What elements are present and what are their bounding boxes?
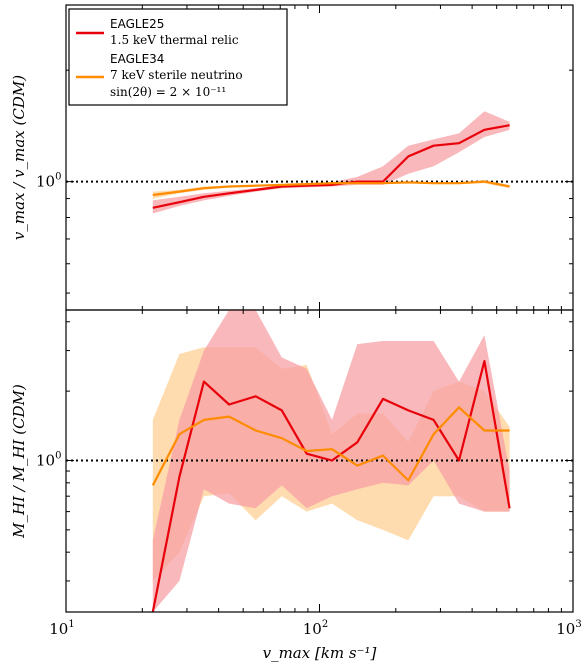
y-axis-label: M_HI / M_HI (CDM) <box>10 384 28 539</box>
plot-area <box>66 111 573 214</box>
legend: EAGLE25 1.5 keV thermal relic EAGLE34 7 keV… <box>68 8 288 106</box>
panel-top: 100 v_max / v_max (CDM) EAGLE25 1.5 keV the… <box>10 4 574 311</box>
legend-detail-eagle25: 1.5 keV thermal relic <box>110 33 239 47</box>
series-line-eagle25 <box>152 124 510 209</box>
x-tick-label: 101 <box>49 619 74 638</box>
legend-label-eagle25: EAGLE25 <box>110 17 164 31</box>
x-tick-label: 102 <box>303 619 328 638</box>
panel-bottom: 100 M_HI / M_HI (CDM) 101 102 103 v_max [km s… <box>10 309 582 662</box>
band-eagle25 <box>152 111 510 214</box>
y-axis-label: v_max / v_max (CDM) <box>10 75 28 240</box>
y-tick-label: 100 <box>36 172 61 191</box>
legend-label-eagle34: EAGLE34 <box>110 52 164 66</box>
x-tick-label: 103 <box>556 619 581 638</box>
series-line-eagle34 <box>151 406 510 486</box>
x-axis-label: v_max [km s⁻¹] <box>263 644 377 662</box>
series-line-eagle34 <box>152 180 510 197</box>
y-tick-label: 100 <box>36 450 61 469</box>
plot-area <box>66 310 573 612</box>
series-line-eagle25 <box>151 360 511 612</box>
legend-detail-eagle34: 7 keV sterile neutrino <box>110 68 243 82</box>
legend-box <box>68 8 288 106</box>
legend-detail2-eagle34: sin(2θ) = 2 × 10⁻¹¹ <box>110 85 226 99</box>
